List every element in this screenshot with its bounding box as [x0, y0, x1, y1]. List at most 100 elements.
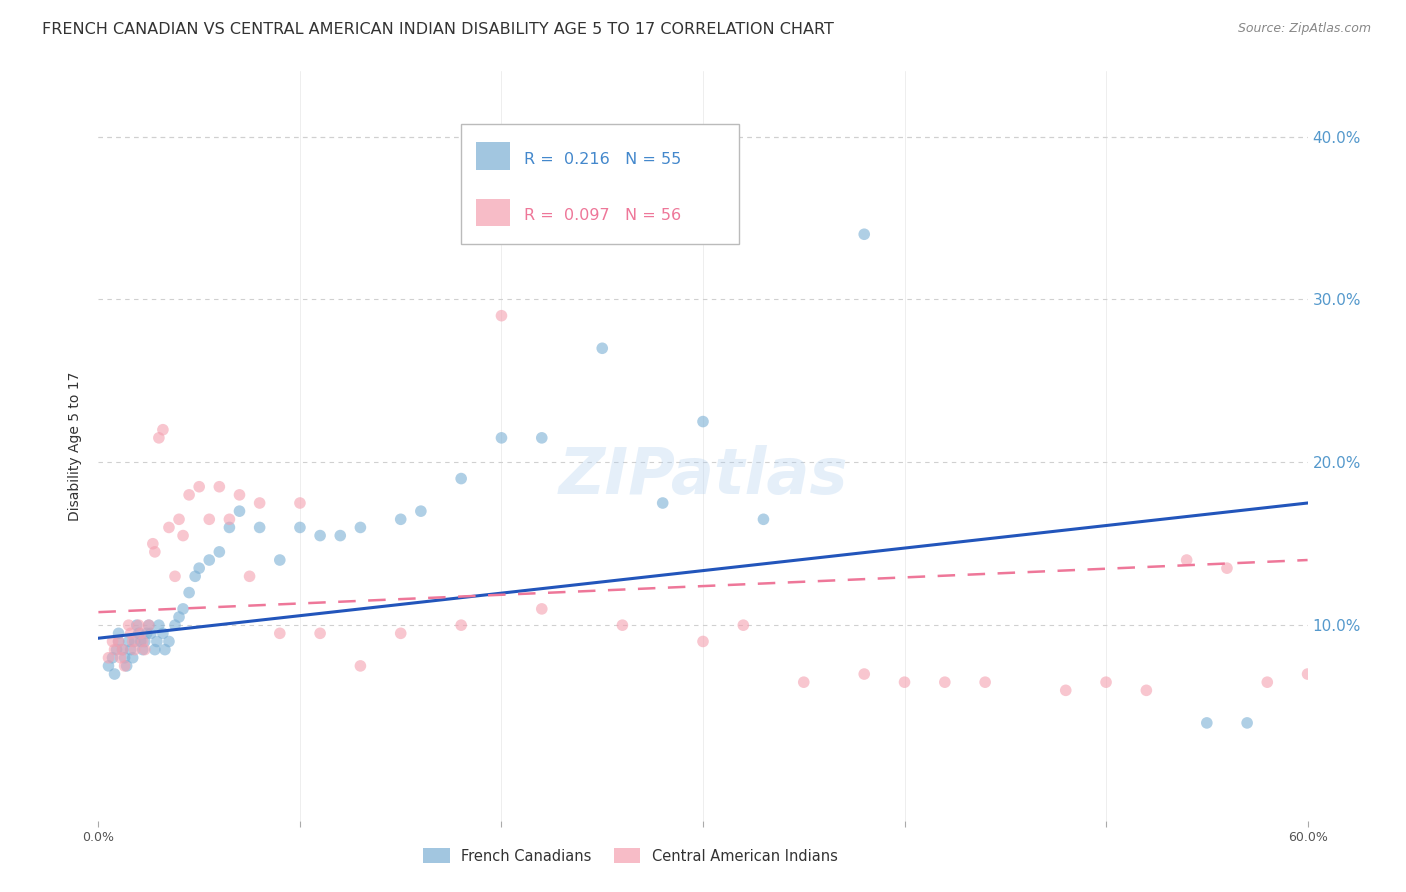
Point: [591, 341, 613, 355]
Point: [120, 642, 142, 657]
Point: [153, 642, 176, 657]
Point: [121, 650, 143, 665]
Y-axis label: Disability Age 5 to 17: Disability Age 5 to 17: [69, 371, 83, 521]
Point: [450, 472, 472, 486]
Point: [530, 602, 553, 616]
Point: [132, 642, 155, 657]
Point: [208, 545, 231, 559]
Point: [349, 659, 371, 673]
Point: [157, 634, 180, 648]
Point: [1216, 561, 1239, 575]
Point: [129, 626, 152, 640]
Point: [389, 512, 412, 526]
Point: [752, 512, 775, 526]
Text: R =  0.216   N = 55: R = 0.216 N = 55: [524, 152, 682, 167]
Point: [329, 528, 352, 542]
Point: [148, 431, 170, 445]
Point: [1296, 667, 1319, 681]
Point: [143, 642, 166, 657]
Point: [157, 520, 180, 534]
Point: [118, 618, 141, 632]
Point: [249, 496, 271, 510]
Point: [97, 650, 120, 665]
Point: [114, 659, 136, 673]
Point: [167, 610, 190, 624]
Point: [97, 659, 120, 673]
Point: [125, 618, 148, 632]
Point: [101, 650, 124, 665]
Legend: French Canadians, Central American Indians: French Canadians, Central American India…: [418, 842, 844, 870]
Point: [146, 634, 169, 648]
Point: [110, 650, 132, 665]
Point: [1256, 675, 1278, 690]
Point: [218, 512, 240, 526]
Text: Source: ZipAtlas.com: Source: ZipAtlas.com: [1237, 22, 1371, 36]
Point: [1054, 683, 1077, 698]
Point: [129, 634, 152, 648]
Point: [450, 618, 472, 632]
Point: [188, 561, 211, 575]
Point: [103, 667, 125, 681]
Point: [132, 634, 155, 648]
Point: [179, 488, 201, 502]
Point: [167, 512, 190, 526]
Point: [152, 423, 174, 437]
Point: [118, 634, 141, 648]
Point: [239, 569, 262, 583]
Point: [288, 520, 311, 534]
Point: [198, 512, 221, 526]
Text: ZIPatlas: ZIPatlas: [558, 445, 848, 507]
Point: [218, 520, 240, 534]
Point: [1135, 683, 1157, 698]
Point: [111, 642, 134, 657]
Point: [853, 227, 876, 242]
Point: [349, 520, 371, 534]
Point: [172, 528, 194, 542]
Point: [128, 626, 150, 640]
Point: [309, 626, 332, 640]
Point: [184, 569, 207, 583]
Text: R =  0.097   N = 56: R = 0.097 N = 56: [524, 209, 681, 223]
Point: [105, 642, 128, 657]
Point: [148, 618, 170, 632]
Point: [1175, 553, 1198, 567]
Point: [121, 634, 143, 648]
Point: [179, 585, 201, 599]
Point: [128, 618, 150, 632]
Point: [1195, 715, 1218, 730]
Point: [491, 309, 513, 323]
Point: [934, 675, 956, 690]
Point: [269, 626, 291, 640]
Point: [651, 496, 673, 510]
Point: [228, 488, 250, 502]
Point: [172, 602, 194, 616]
Point: [288, 496, 311, 510]
Point: [893, 675, 915, 690]
Point: [114, 650, 136, 665]
Text: FRENCH CANADIAN VS CENTRAL AMERICAN INDIAN DISABILITY AGE 5 TO 17 CORRELATION CH: FRENCH CANADIAN VS CENTRAL AMERICAN INDI…: [42, 22, 834, 37]
Point: [103, 642, 125, 657]
Point: [124, 634, 146, 648]
FancyBboxPatch shape: [461, 124, 740, 244]
Point: [692, 634, 714, 648]
Point: [612, 618, 634, 632]
Point: [198, 553, 221, 567]
Point: [152, 626, 174, 640]
Point: [269, 553, 291, 567]
Point: [107, 634, 129, 648]
Point: [409, 504, 432, 518]
Point: [138, 618, 160, 632]
Point: [793, 675, 815, 690]
Point: [692, 415, 714, 429]
FancyBboxPatch shape: [475, 142, 509, 169]
Point: [124, 642, 146, 657]
Point: [134, 642, 156, 657]
Point: [142, 537, 165, 551]
Point: [134, 634, 156, 648]
Point: [491, 431, 513, 445]
Point: [309, 528, 332, 542]
Point: [228, 504, 250, 518]
Point: [389, 626, 412, 640]
Point: [188, 480, 211, 494]
Point: [139, 626, 162, 640]
